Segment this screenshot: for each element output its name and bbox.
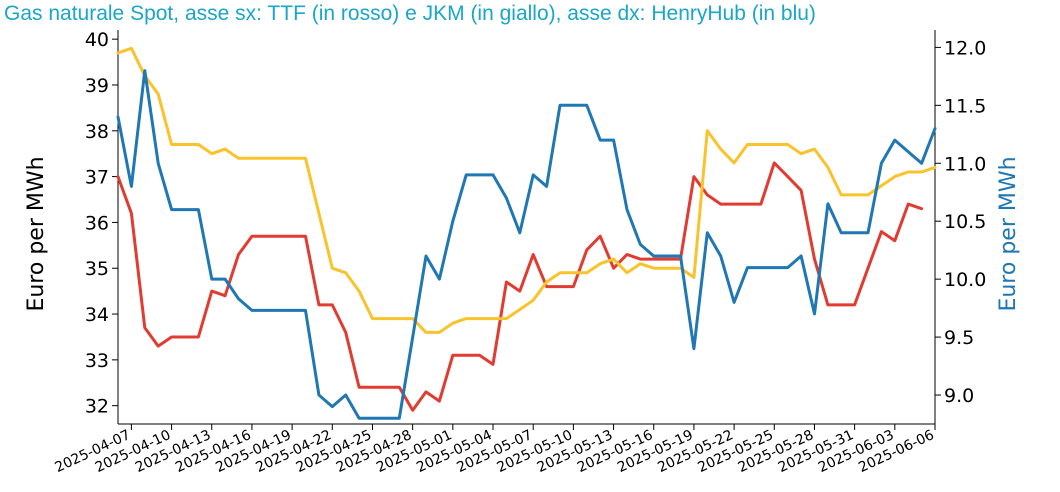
y-tick-label-left: 34 — [85, 304, 109, 326]
y-tick-label-left: 39 — [85, 75, 109, 97]
y-tick-label-right: 10.0 — [944, 269, 986, 291]
y-tick-label-left: 32 — [85, 396, 109, 418]
y-tick-label-left: 35 — [85, 258, 109, 280]
series-group — [116, 46, 937, 420]
y-tick-label-left: 33 — [85, 350, 109, 372]
y-tick-label-left: 37 — [85, 167, 109, 189]
series-line-jkm — [116, 46, 937, 334]
y-tick-label-right: 11.5 — [944, 95, 986, 117]
y-tick-label-left: 40 — [85, 29, 109, 51]
axes-group: 32 33 34 35 36 37 38 39 40 9.0 9.5 10.0 10.5 11.0 11.5… — [53, 29, 987, 476]
series-line-ttf — [116, 161, 924, 412]
series-line-henryhub — [116, 69, 937, 420]
chart-title: Gas naturale Spot, asse sx: TTF (in ross… — [4, 2, 816, 25]
y-tick-label-left: 36 — [85, 212, 109, 234]
y-tick-label-right: 9.0 — [944, 385, 974, 407]
y-tick-label-right: 10.5 — [944, 211, 986, 233]
y-tick-label-right: 9.5 — [944, 327, 974, 349]
y-axis-label-left: Euro per MWh — [24, 156, 49, 311]
y-tick-label-right: 11.0 — [944, 153, 986, 175]
y-tick-label-right: 12.0 — [944, 37, 986, 59]
y-axis-label-right: Euro per MWh — [996, 156, 1021, 311]
axis-labels-group: Euro per MWh Euro per MWh — [24, 156, 1021, 311]
y-tick-label-left: 38 — [85, 121, 109, 143]
